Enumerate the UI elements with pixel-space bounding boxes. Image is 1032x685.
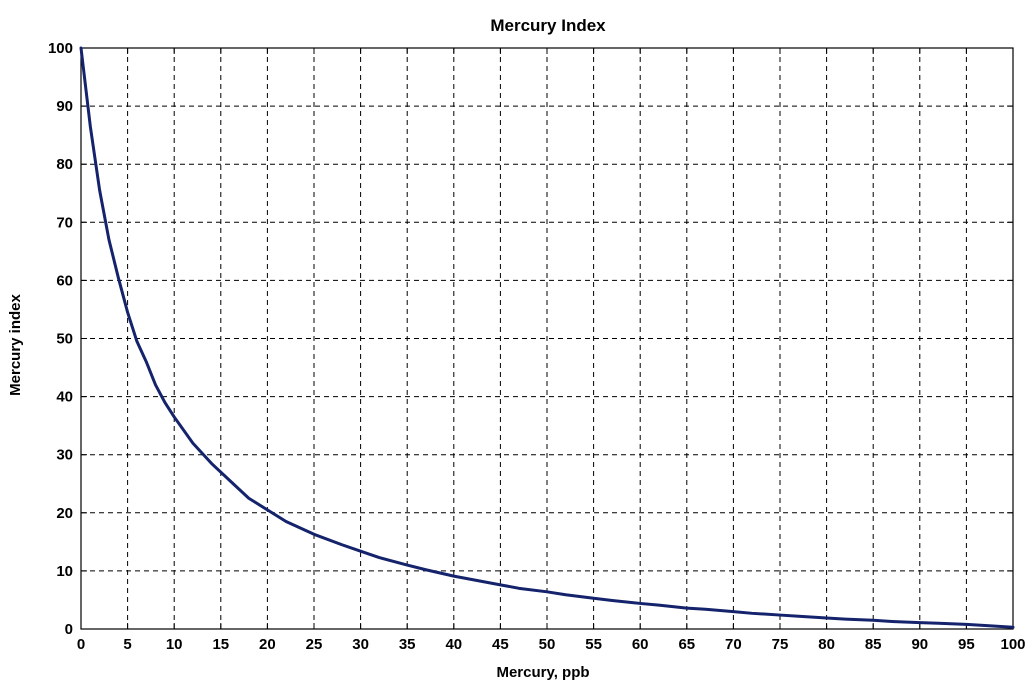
x-tick-label: 35 — [399, 636, 416, 653]
x-axis-title: Mercury, ppb — [496, 664, 589, 681]
x-tick-labels: 0 5 10 15 20 25 30 35 40 45 50 55 60 65 70 75 80 85 90 95 10… — [77, 636, 1026, 653]
x-tick-label: 20 — [259, 636, 276, 653]
y-tick-label: 10 — [56, 563, 73, 580]
y-tick-label: 20 — [56, 505, 73, 522]
x-tick-label: 65 — [678, 636, 695, 653]
y-tick-label: 90 — [56, 98, 73, 115]
x-tick-label: 5 — [123, 636, 131, 653]
y-tick-label: 30 — [56, 447, 73, 464]
y-tick-label: 50 — [56, 331, 73, 348]
y-axis-title: Mercury index — [7, 293, 24, 395]
x-tick-label: 95 — [958, 636, 975, 653]
x-tick-label: 15 — [212, 636, 229, 653]
x-tick-label: 90 — [911, 636, 928, 653]
x-tick-label: 80 — [818, 636, 835, 653]
y-tick-label: 40 — [56, 389, 73, 406]
x-tick-label: 100 — [1000, 636, 1025, 653]
y-tick-label: 100 — [48, 40, 73, 57]
x-tick-label: 50 — [539, 636, 556, 653]
x-tick-label: 10 — [166, 636, 183, 653]
y-tick-labels: 0 10 20 30 40 50 60 70 80 90 100 — [48, 40, 73, 638]
x-tick-label: 70 — [725, 636, 742, 653]
x-tick-label: 60 — [632, 636, 649, 653]
y-tick-label: 60 — [56, 272, 73, 289]
x-tick-label: 40 — [445, 636, 462, 653]
x-tick-label: 45 — [492, 636, 509, 653]
chart-title: Mercury Index — [490, 16, 606, 35]
y-tick-label: 80 — [56, 156, 73, 173]
x-tick-label: 25 — [306, 636, 323, 653]
mercury-index-curve — [79, 46, 1015, 629]
x-tick-label: 55 — [585, 636, 602, 653]
grid — [81, 48, 1013, 629]
x-tick-label: 75 — [772, 636, 789, 653]
x-tick-label: 30 — [352, 636, 369, 653]
series-layer — [79, 46, 1015, 629]
y-tick-label: 0 — [65, 621, 73, 638]
x-tick-label: 85 — [865, 636, 882, 653]
y-tick-label: 70 — [56, 214, 73, 231]
x-tick-label: 0 — [77, 636, 85, 653]
